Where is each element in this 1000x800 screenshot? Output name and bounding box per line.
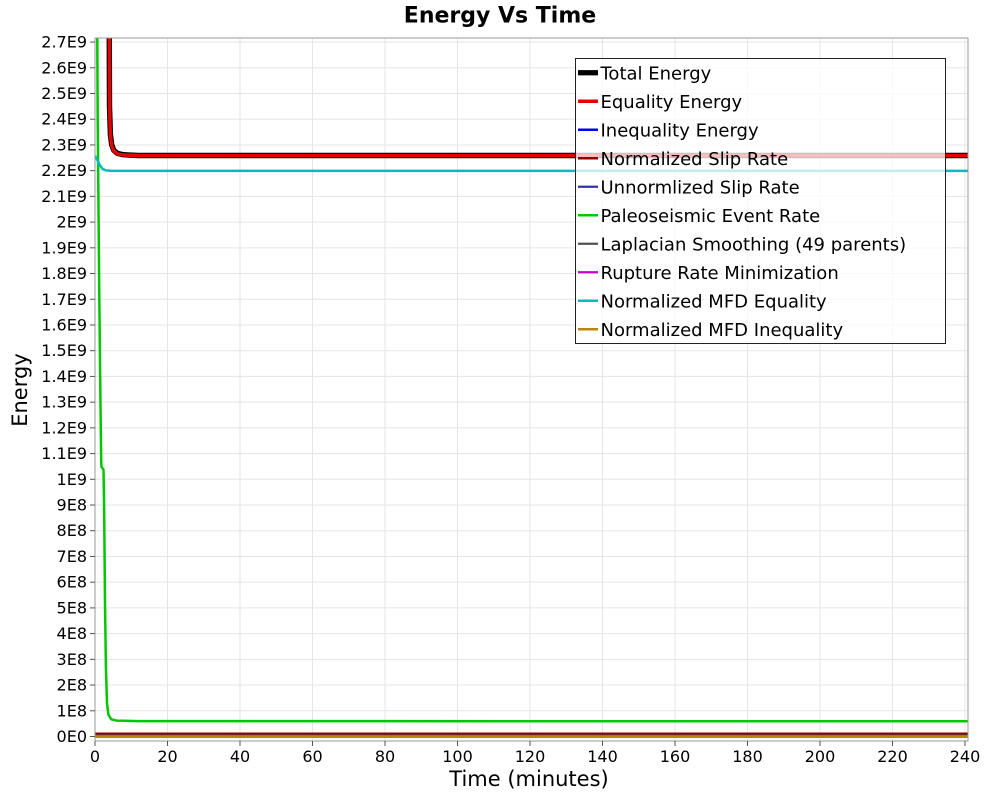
x-tick-label: 200: [805, 747, 836, 766]
legend-item: Normalized Slip Rate: [578, 149, 788, 170]
x-axis-title: Time (minutes): [449, 767, 609, 791]
y-tick-label: 1E9: [57, 470, 87, 489]
y-tick-label: 2.7E9: [41, 33, 87, 52]
legend-label: Normalized Slip Rate: [601, 149, 789, 170]
y-tick-label: 2.6E9: [41, 58, 87, 77]
y-tick-label: 2E8: [57, 676, 87, 695]
y-tick-label: 8E8: [57, 521, 87, 540]
y-tick-label: 1.6E9: [41, 315, 87, 334]
legend-item: Unnormlized Slip Rate: [578, 177, 800, 198]
x-tick-label: 80: [375, 747, 395, 766]
legend-label: Paleoseismic Event Rate: [601, 206, 821, 227]
y-tick-label: 1.5E9: [41, 341, 87, 360]
y-axis-title: Energy: [8, 353, 32, 427]
legend-item: Normalized MFD Equality: [578, 291, 827, 312]
legend-box: [575, 58, 946, 344]
legend-item: Rupture Rate Minimization: [578, 263, 839, 284]
legend-item: Equality Energy: [578, 92, 743, 113]
legend-label: Rupture Rate Minimization: [601, 263, 839, 284]
legend-label: Inequality Energy: [601, 120, 759, 141]
x-tick-label: 100: [442, 747, 473, 766]
legend-item: Total Energy: [578, 63, 712, 84]
x-tick-label: 20: [157, 747, 177, 766]
chart-title: Energy Vs Time: [403, 3, 597, 29]
series-line-equality-energy: [107, 38, 968, 158]
y-tick-label: 1.8E9: [41, 264, 87, 283]
legend-label: Laplacian Smoothing (49 parents): [601, 234, 907, 255]
x-tick-label: 0: [90, 747, 100, 766]
y-tick-label: 1.3E9: [41, 393, 87, 412]
legend-item: Normalized MFD Inequality: [578, 320, 843, 341]
legend-label: Total Energy: [600, 63, 712, 84]
series-lines: [95, 38, 968, 738]
y-tick-label: 1E8: [57, 701, 87, 720]
x-tick-label: 120: [515, 747, 546, 766]
y-tick-label: 4E8: [57, 624, 87, 643]
y-tick-label: 1.4E9: [41, 367, 87, 386]
y-tick-label: 1.1E9: [41, 444, 87, 463]
legend-item: Laplacian Smoothing (49 parents): [578, 234, 906, 255]
y-tick-label: 7E8: [57, 547, 87, 566]
series-line-normalized-mfd-equality: [95, 155, 968, 173]
axis-tick-labels: 0E0 1E8 2E8 3E8 4E8 5E8 6E8 7E8 8E8 9E8 1E9 1.1E9 1.…: [41, 33, 980, 766]
legend-item: Inequality Energy: [578, 120, 759, 141]
y-tick-label: 1.2E9: [41, 418, 87, 437]
x-tick-label: 40: [230, 747, 250, 766]
legend-label: Normalized MFD Inequality: [601, 320, 844, 341]
y-tick-label: 1.9E9: [41, 238, 87, 257]
y-tick-label: 2.3E9: [41, 135, 87, 154]
x-tick-label: 220: [877, 747, 908, 766]
y-tick-label: 1.7E9: [41, 290, 87, 309]
x-tick-label: 140: [587, 747, 618, 766]
x-tick-label: 60: [302, 747, 322, 766]
legend-label: Normalized MFD Equality: [601, 291, 828, 312]
axis-ticks: [90, 41, 966, 746]
y-tick-label: 2.1E9: [41, 187, 87, 206]
legend-label: Equality Energy: [601, 92, 743, 113]
y-tick-label: 0E0: [57, 727, 87, 746]
y-tick-label: 6E8: [57, 573, 87, 592]
legend: Total Energy Equality Energy Inequality En…: [575, 58, 946, 344]
plot-frame: [94, 37, 969, 742]
y-tick-label: 9E8: [57, 496, 87, 515]
x-tick-label: 240: [950, 747, 981, 766]
series-line-paleoseismic-event-rate: [96, 38, 968, 723]
y-tick-label: 2.2E9: [41, 161, 87, 180]
y-tick-label: 2E9: [57, 213, 87, 232]
y-tick-label: 3E8: [57, 650, 87, 669]
y-tick-label: 2.5E9: [41, 84, 87, 103]
x-tick-label: 180: [732, 747, 763, 766]
y-tick-label: 5E8: [57, 598, 87, 617]
legend-item: Paleoseismic Event Rate: [578, 206, 820, 227]
y-tick-label: 2.4E9: [41, 110, 87, 129]
legend-label: Unnormlized Slip Rate: [601, 177, 800, 198]
x-tick-label: 160: [660, 747, 691, 766]
